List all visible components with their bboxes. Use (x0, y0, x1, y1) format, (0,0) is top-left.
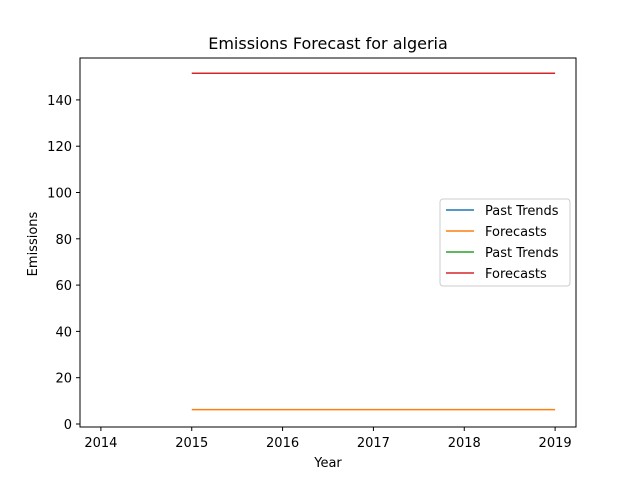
legend-entry: Forecasts (485, 267, 547, 282)
y-axis-ticks: 0 20 40 60 80 100 120 140 (47, 94, 80, 433)
x-tick-label: 2014 (84, 436, 117, 451)
axes-frame (79, 57, 577, 428)
x-tick-label: 2019 (539, 436, 572, 451)
y-tick-label: 0 (64, 418, 72, 433)
x-tick-label: 2015 (175, 436, 208, 451)
x-axis-ticks: 2014 2015 2016 2017 2018 2019 (84, 427, 572, 451)
y-tick-label: 120 (47, 140, 72, 155)
y-tick-label: 80 (55, 233, 72, 248)
legend-entry: Past Trends (485, 204, 559, 219)
legend-entry: Past Trends (485, 246, 559, 261)
x-axis-label: Year (313, 456, 342, 471)
y-tick-label: 60 (55, 279, 72, 294)
y-tick-label: 100 (47, 186, 72, 201)
legend-entry: Forecasts (485, 225, 547, 240)
y-tick-label: 20 (55, 372, 72, 387)
x-tick-label: 2016 (266, 436, 299, 451)
x-tick-label: 2017 (357, 436, 390, 451)
chart-title: Emissions Forecast for algeria (208, 34, 448, 53)
series-lines (191, 72, 556, 411)
x-tick-label: 2018 (448, 436, 481, 451)
y-tick-label: 40 (55, 325, 72, 340)
legend-box (439, 198, 571, 287)
legend: Past Trends Forecasts Past Trends Forecasts (439, 198, 571, 287)
y-tick-label: 140 (47, 94, 72, 109)
y-axis-label: Emissions (26, 211, 41, 276)
